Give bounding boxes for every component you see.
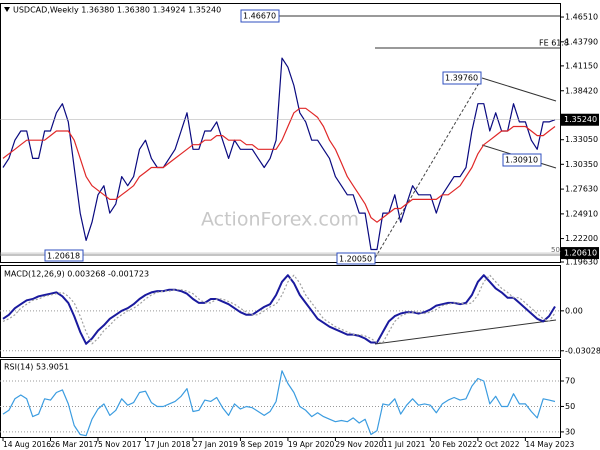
label-box — [502, 153, 542, 167]
rsi-title: RSI(14) 53.9051 — [4, 363, 69, 372]
chart-title: USDCAD,Weekly 1.36380 1.36380 1.34924 1.… — [13, 6, 221, 15]
price-panel-frame — [0, 3, 561, 263]
x-tick-label: 5 Nov 2017 — [98, 440, 141, 449]
x-tick-label: 14 May 2023 — [525, 440, 574, 449]
y-tick-label: 1.22200 — [565, 234, 598, 243]
series-layer — [0, 57, 560, 437]
x-tick-label: 26 Mar 2017 — [50, 440, 98, 449]
macd-title: MACD(12,26,9) 0.003268 -0.001723 — [4, 270, 149, 279]
x-tick-label: 27 Jan 2019 — [193, 440, 238, 449]
y-tick-label: 70 — [565, 377, 575, 386]
label-box — [44, 249, 84, 262]
y-tick-label: 1.43790 — [565, 37, 598, 46]
watermark: ActionForex.com — [201, 209, 359, 231]
annotation: 50.0 — [551, 246, 567, 254]
x-tick-label: 11 Jul 2021 — [383, 440, 426, 449]
title-icon — [4, 7, 10, 12]
annotation: 1.46670 — [243, 12, 276, 21]
y-tick-label: 50 — [565, 402, 575, 411]
annotation: 1.20618 — [47, 252, 80, 261]
series-line — [2, 274, 556, 345]
y-tick-label: 1.19630 — [565, 258, 598, 267]
label-box — [240, 9, 280, 23]
annotation: 1.39760 — [445, 74, 478, 83]
x-tick-label: 19 Apr 2020 — [288, 440, 335, 449]
y-tick-label: -0.030286 — [565, 346, 600, 355]
y-tick-label: 1.30350 — [565, 160, 598, 169]
y-tick-label: 0.00 — [565, 306, 583, 315]
price-marker-label: 1.20610 — [564, 249, 597, 258]
x-tick-label: 20 Feb 2022 — [430, 440, 477, 449]
y-tick-label: 1.41150 — [565, 61, 598, 70]
annotation: FE 61.8 — [539, 39, 569, 48]
x-tick-label: 17 Jun 2018 — [145, 440, 190, 449]
y-tick-label: 1.46510 — [565, 13, 598, 22]
macd-panel-frame — [0, 265, 561, 358]
macd-trend-line — [374, 319, 557, 345]
price-marker-box — [561, 247, 599, 260]
price-marker-box — [561, 113, 599, 126]
x-tick-label: 29 Nov 2020 — [335, 440, 383, 449]
label-box — [442, 71, 482, 85]
y-tick-label: 1.38420 — [565, 86, 598, 95]
annotation: 1.30910 — [505, 156, 538, 165]
rsi-panel-frame — [0, 359, 561, 438]
channel-upper — [481, 77, 557, 102]
price-marker-label: 1.35240 — [564, 115, 597, 124]
x-tick-label: 8 Sep 2019 — [240, 440, 283, 449]
series-line — [2, 370, 556, 437]
y-tick-label: 1.33050 — [565, 135, 598, 144]
y-tick-label: 30 — [565, 427, 575, 436]
label-box — [336, 252, 376, 265]
series-line — [2, 57, 556, 251]
y-tick-label: 1.27630 — [565, 185, 598, 194]
x-tick-label: 2 Oct 2022 — [478, 440, 520, 449]
series-line — [2, 107, 556, 223]
y-tick-label: 1.24910 — [565, 209, 598, 218]
x-tick-label: 14 Aug 2016 — [3, 440, 51, 449]
annotation: 1.20050 — [339, 255, 372, 264]
